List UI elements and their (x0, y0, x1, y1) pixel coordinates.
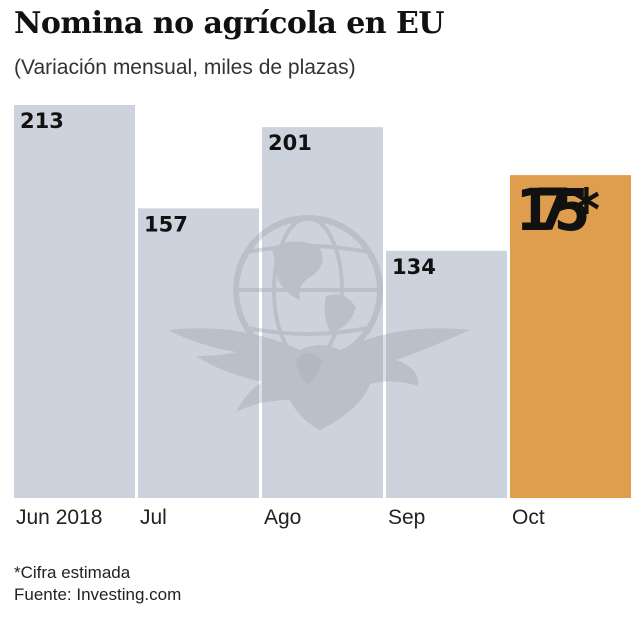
bar-chart: 213 157 201 134 175* Jun 2018 Jul Ago Sep Oct (14, 105, 631, 529)
chart-title: Nomina no agrícola en EU (14, 6, 445, 41)
bar-jun-2018 (14, 105, 135, 498)
bar-oct (510, 175, 631, 498)
tick-label: Sep (388, 506, 425, 529)
value-label: 213 (20, 109, 64, 133)
tick-label: Jun 2018 (16, 506, 102, 529)
tick-label: Oct (512, 506, 545, 529)
footnote-note: *Cifra estimada (14, 563, 131, 582)
value-label: 134 (392, 255, 436, 279)
tick-label: Ago (264, 506, 301, 529)
bar-jul (138, 208, 259, 498)
value-label: 201 (268, 131, 312, 155)
tick-labels-group: Jun 2018 Jul Ago Sep Oct (16, 506, 545, 529)
value-label: 175* (516, 176, 600, 244)
footnote-source: Fuente: Investing.com (14, 585, 182, 604)
bar-sep (386, 250, 507, 498)
eagle-globe-watermark-icon (168, 215, 470, 430)
footnote: *Cifra estimada Fuente: Investing.com (14, 562, 181, 606)
bars-group (14, 105, 631, 499)
bar-ago (262, 127, 383, 499)
value-labels-group: 213 157 201 134 175* (20, 109, 600, 279)
chart-subtitle: (Variación mensual, miles de plazas) (14, 56, 356, 79)
value-label: 157 (144, 212, 188, 236)
tick-label: Jul (140, 506, 167, 529)
